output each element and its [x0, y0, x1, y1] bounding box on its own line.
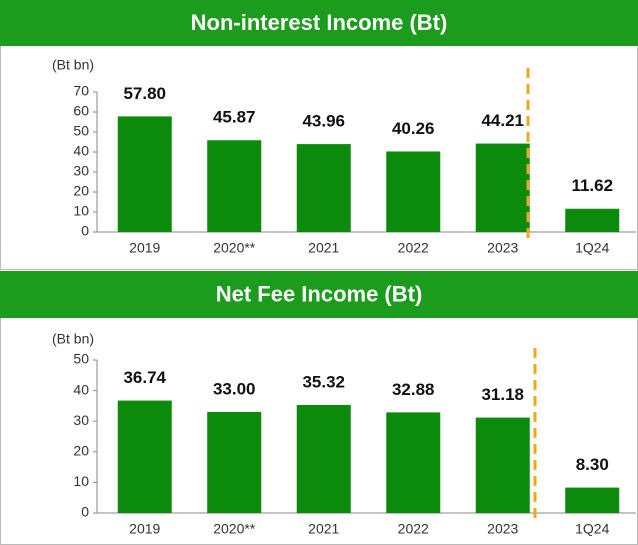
- y-tick-label: 30: [73, 412, 89, 428]
- value-label: 31.18: [481, 385, 524, 404]
- y-tick-label: 10: [73, 203, 89, 219]
- x-tick-label: 2023: [487, 521, 518, 537]
- y-tick-label: 20: [73, 183, 89, 199]
- value-label: 36.74: [123, 368, 166, 387]
- value-label: 40.26: [392, 119, 435, 138]
- x-tick-label: 2020**: [213, 521, 256, 537]
- x-tick-label: 2023: [487, 240, 518, 256]
- y-tick-label: 20: [73, 443, 89, 459]
- value-label: 35.32: [302, 372, 345, 391]
- value-label: 32.88: [392, 380, 435, 399]
- bar: [296, 144, 351, 232]
- y-tick-label: 60: [73, 103, 89, 119]
- bar: [117, 400, 172, 513]
- bar: [386, 151, 441, 232]
- bar: [117, 116, 172, 232]
- y-tick-label: 30: [73, 163, 89, 179]
- bar: [565, 208, 620, 232]
- title-banner: [0, 0, 638, 46]
- value-label: 45.87: [213, 108, 256, 127]
- unit-label: (Bt bn): [52, 331, 94, 347]
- y-tick-label: 0: [81, 223, 89, 239]
- x-tick-label: 2019: [129, 240, 160, 256]
- unit-label: (Bt bn): [52, 57, 94, 73]
- bar: [386, 412, 441, 513]
- y-tick-label: 40: [73, 381, 89, 397]
- x-tick-label: 2022: [398, 240, 429, 256]
- title-banner: [0, 271, 638, 318]
- x-tick-label: 2021: [308, 521, 339, 537]
- y-tick-label: 10: [73, 473, 89, 489]
- chart-title: Non-interest Income (Bt): [191, 10, 448, 35]
- bar: [207, 412, 262, 513]
- value-label: 8.30: [576, 455, 609, 474]
- y-tick-label: 50: [73, 123, 89, 139]
- x-tick-label: 2020**: [213, 240, 256, 256]
- bar: [565, 487, 620, 513]
- x-tick-label: 2021: [308, 240, 339, 256]
- value-label: 57.80: [123, 84, 166, 103]
- value-label: 44.21: [481, 111, 524, 130]
- chart-title: Net Fee Income (Bt): [216, 281, 423, 306]
- value-label: 43.96: [302, 112, 345, 131]
- value-label: 33.00: [213, 380, 256, 399]
- y-tick-label: 0: [81, 504, 89, 520]
- bar: [475, 143, 530, 232]
- bar: [207, 140, 262, 232]
- x-tick-label: 2022: [398, 521, 429, 537]
- x-tick-label: 1Q24: [575, 521, 609, 537]
- y-tick-label: 70: [73, 83, 89, 99]
- y-tick-label: 50: [73, 351, 89, 367]
- bar: [296, 404, 351, 513]
- x-tick-label: 1Q24: [575, 240, 609, 256]
- x-tick-label: 2019: [129, 521, 160, 537]
- bar: [475, 417, 530, 513]
- value-label: 11.62: [571, 176, 613, 195]
- y-tick-label: 40: [73, 143, 89, 159]
